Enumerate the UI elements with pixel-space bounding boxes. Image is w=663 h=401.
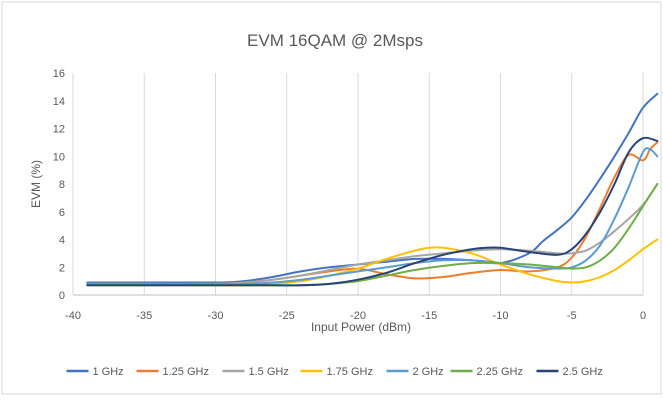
y-tick-label: 6: [59, 207, 65, 219]
chart-border: [1, 1, 662, 395]
legend-label: 1.5 GHz: [249, 366, 289, 378]
legend-label: 1.75 GHz: [327, 366, 373, 378]
y-tick-label: 12: [53, 124, 65, 136]
y-tick-label: 14: [53, 96, 65, 108]
x-tick-label: -5: [567, 310, 577, 322]
legend-item: 2 GHz: [386, 366, 444, 378]
x-tick-label: -30: [208, 310, 224, 322]
chart-title: EVM 16QAM @ 2Msps: [247, 31, 423, 50]
legend-item: 2.5 GHz: [536, 366, 603, 378]
x-tick-label: -15: [421, 310, 437, 322]
x-tick-label: -35: [136, 310, 152, 322]
x-tick-label: -25: [279, 310, 295, 322]
legend-label: 1 GHz: [93, 366, 124, 378]
legend-label: 2 GHz: [413, 366, 444, 378]
legend-item: 1 GHz: [66, 366, 124, 378]
x-tick-label: -10: [493, 310, 509, 322]
legend-item: 1.75 GHz: [300, 366, 373, 378]
legend: 1 GHz 1.25 GHz 1.5 GHz 1.75 GHz 2 GHz 2.25 GH…: [66, 366, 603, 378]
y-tick-label: 16: [53, 68, 65, 80]
y-tick-label: 4: [59, 235, 65, 247]
legend-label: 1.25 GHz: [163, 366, 209, 378]
legend-item: 2.25 GHz: [450, 366, 523, 378]
x-tick-label: -20: [350, 310, 366, 322]
series-lines: [86, 92, 659, 287]
series-line-5: [86, 147, 659, 285]
legend-item: 1.5 GHz: [222, 366, 289, 378]
x-axis-label: Input Power (dBm): [311, 320, 411, 334]
legend-label: 2.25 GHz: [477, 366, 523, 378]
series-line-7: [86, 136, 659, 287]
x-tick-label: 0: [640, 310, 646, 322]
x-tick-label: -40: [65, 310, 81, 322]
legend-label: 2.5 GHz: [563, 366, 603, 378]
y-tick-label: 10: [53, 151, 65, 163]
axes: -40 -35 -30 -25 -20 -15 -10 -5 0 0 2 4 6 8 10 12 14 16: [53, 68, 646, 322]
y-tick-label: 2: [59, 262, 65, 274]
legend-item: 1.25 GHz: [136, 366, 209, 378]
y-tick-label: 0: [59, 290, 65, 302]
y-axis-label: EVM (%): [29, 160, 43, 208]
y-tick-label: 8: [59, 179, 65, 191]
grid-lines: [143, 73, 644, 295]
